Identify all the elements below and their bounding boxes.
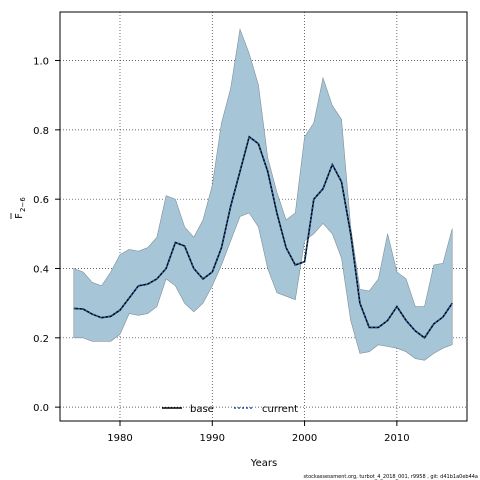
legend-current-label: current — [262, 404, 298, 415]
legend: base current — [162, 404, 298, 415]
legend-base-label: base — [190, 404, 214, 415]
plot-frame — [59, 11, 468, 422]
x-tick-label: 2010 — [384, 433, 409, 444]
series-line-current — [73, 135, 453, 339]
y-tick-label: 1.0 — [33, 57, 49, 68]
y-axis-title: F 2−6 — [10, 197, 27, 219]
confidence-band — [73, 28, 453, 361]
y-axis: 0.0 0.2 0.4 0.6 0.8 1.0 — [33, 57, 60, 414]
y-axis-title-sub: 2−6 — [19, 197, 27, 212]
x-axis-title: Years — [250, 458, 277, 469]
y-tick-label: 0.2 — [33, 334, 49, 345]
x-tick-label: 1980 — [107, 433, 132, 444]
series-lines — [73, 135, 453, 339]
y-axis-title-main: F — [14, 213, 25, 219]
x-tick-label: 1990 — [200, 433, 225, 444]
y-tick-label: 0.6 — [33, 195, 49, 206]
x-axis: 1980 1990 2000 2010 — [107, 421, 410, 444]
y-tick-label: 0.8 — [33, 126, 49, 137]
y-tick-label: 0.0 — [33, 403, 49, 414]
x-tick-label: 2000 — [292, 433, 317, 444]
footer-note: stockassessment.org, turbot_4_2018_001, … — [304, 474, 478, 480]
y-tick-label: 0.4 — [33, 264, 49, 275]
